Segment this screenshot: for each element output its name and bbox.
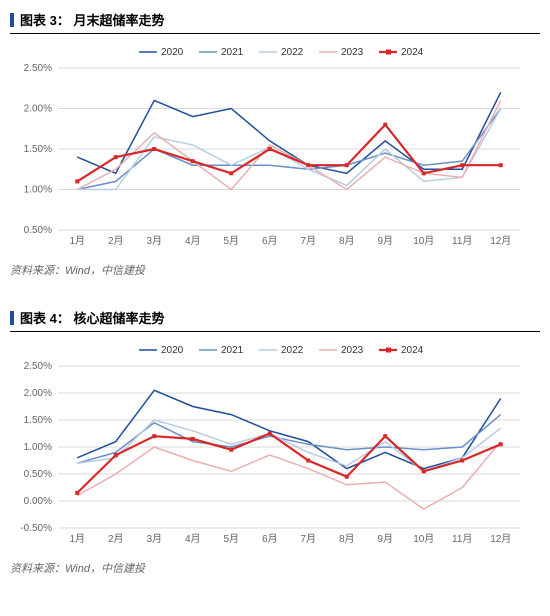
title-prefix: 图表 4： <box>20 311 70 326</box>
x-tick-label: 3月 <box>146 235 162 247</box>
series-marker <box>499 442 503 446</box>
x-tick-label: 10月 <box>413 533 434 545</box>
series-marker <box>191 159 195 163</box>
series-marker <box>499 163 503 167</box>
chart-source: 资料来源：Wind，中信建投 <box>10 560 540 576</box>
legend-label: 2023 <box>341 345 364 356</box>
series-line <box>77 420 501 471</box>
x-tick-label: 1月 <box>69 235 85 247</box>
y-tick-label: 2.50% <box>24 63 52 74</box>
title-text: 核心超储率走势 <box>73 311 164 326</box>
legend-label: 2024 <box>401 345 424 356</box>
y-tick-label: 1.50% <box>24 415 52 426</box>
series-marker <box>422 469 426 473</box>
y-tick-label: 0.00% <box>24 496 52 507</box>
title-bar-icon <box>10 311 14 325</box>
x-tick-label: 6月 <box>262 235 278 247</box>
y-tick-label: 2.00% <box>24 104 52 115</box>
chart-title-row: 图表 4： 核心超储率走势 <box>10 308 540 332</box>
series-marker <box>75 491 79 495</box>
series-marker <box>306 459 310 463</box>
x-tick-label: 2月 <box>108 533 124 545</box>
x-tick-label: 9月 <box>377 533 393 545</box>
x-tick-label: 12月 <box>490 533 511 545</box>
legend-label: 2023 <box>341 47 364 58</box>
title-bar-icon <box>10 13 14 27</box>
x-tick-label: 6月 <box>262 533 278 545</box>
series-marker <box>422 171 426 175</box>
chart-svg: 0.50% 1.00% 1.50% 2.00% 2.50% 1月 2月 3月 4月 5月 6月 7月 8… <box>10 38 530 258</box>
series-marker <box>229 171 233 175</box>
x-tick-label: 7月 <box>300 235 316 247</box>
x-tick-label: 8月 <box>339 235 355 247</box>
x-tick-label: 11月 <box>452 533 472 545</box>
y-tick-label: 2.00% <box>24 388 52 399</box>
series-marker <box>114 155 118 159</box>
chart-title-row: 图表 3： 月末超储率走势 <box>10 10 540 34</box>
x-tick-label: 7月 <box>300 533 316 545</box>
series-line <box>77 100 501 189</box>
series-marker <box>460 459 464 463</box>
legend-label: 2021 <box>221 345 244 356</box>
legend-label: 2021 <box>221 47 244 58</box>
y-tick-label: 1.00% <box>24 442 52 453</box>
chart-title: 图表 3： 月末超储率走势 <box>20 10 164 29</box>
legend-marker <box>386 348 391 353</box>
series-marker <box>152 434 156 438</box>
legend-label: 2024 <box>401 47 424 58</box>
series-marker <box>114 453 118 457</box>
y-tick-label: 1.50% <box>24 144 52 155</box>
legend-label: 2020 <box>161 345 184 356</box>
series-marker <box>460 163 464 167</box>
x-tick-label: 12月 <box>490 235 511 247</box>
series-marker <box>229 448 233 452</box>
y-tick-label: 0.50% <box>24 225 52 236</box>
series-marker <box>383 434 387 438</box>
chart-block-0: 图表 3： 月末超储率走势 0.50% 1.00% 1.50% 2.00% 2.50% 1… <box>10 10 540 278</box>
series-marker <box>191 437 195 441</box>
x-tick-label: 9月 <box>377 235 393 247</box>
series-marker <box>383 123 387 127</box>
series-line <box>77 442 501 510</box>
x-tick-label: 1月 <box>69 533 85 545</box>
series-marker <box>268 432 272 436</box>
chart-svg: -0.50% 0.00% 0.50% 1.00% 1.50% 2.00% 2.50% 1月 2月… <box>10 336 530 556</box>
series-marker <box>345 163 349 167</box>
series-marker <box>306 163 310 167</box>
y-tick-label: 0.50% <box>24 469 52 480</box>
title-text: 月末超储率走势 <box>73 13 164 28</box>
legend-label: 2022 <box>281 47 304 58</box>
x-tick-label: 3月 <box>146 533 162 545</box>
chart-title: 图表 4： 核心超储率走势 <box>20 308 164 327</box>
y-tick-label: -0.50% <box>20 523 52 534</box>
title-prefix: 图表 3： <box>20 13 70 28</box>
series-marker <box>345 475 349 479</box>
x-tick-label: 5月 <box>223 533 239 545</box>
legend-marker <box>386 50 391 55</box>
y-tick-label: 2.50% <box>24 361 52 372</box>
chart-plot: -0.50% 0.00% 0.50% 1.00% 1.50% 2.00% 2.50% 1月 2月… <box>10 336 540 556</box>
x-tick-label: 11月 <box>452 235 472 247</box>
x-tick-label: 2月 <box>108 235 124 247</box>
legend-label: 2022 <box>281 345 304 356</box>
series-marker <box>152 147 156 151</box>
chart-block-1: 图表 4： 核心超储率走势 -0.50% 0.00% 0.50% 1.00% 1.50%… <box>10 308 540 576</box>
x-tick-label: 5月 <box>223 235 239 247</box>
series-marker <box>268 147 272 151</box>
chart-plot: 0.50% 1.00% 1.50% 2.00% 2.50% 1月 2月 3月 4月 5月 6月 7月 8… <box>10 38 540 258</box>
x-tick-label: 4月 <box>185 235 201 247</box>
x-tick-label: 4月 <box>185 533 201 545</box>
chart-source: 资料来源：Wind，中信建投 <box>10 262 540 278</box>
y-tick-label: 1.00% <box>24 185 52 196</box>
x-tick-label: 10月 <box>413 235 434 247</box>
legend-label: 2020 <box>161 47 184 58</box>
x-tick-label: 8月 <box>339 533 355 545</box>
series-marker <box>75 179 79 183</box>
